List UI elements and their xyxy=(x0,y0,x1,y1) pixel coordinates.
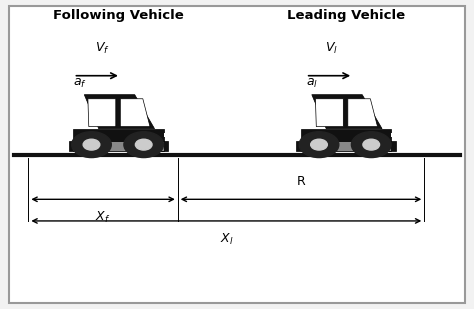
Circle shape xyxy=(299,132,339,158)
Text: Leading Vehicle: Leading Vehicle xyxy=(287,9,405,22)
Polygon shape xyxy=(153,141,168,151)
Polygon shape xyxy=(391,133,395,137)
Circle shape xyxy=(351,132,391,158)
Polygon shape xyxy=(88,99,116,127)
Polygon shape xyxy=(312,95,382,129)
Polygon shape xyxy=(84,95,155,129)
Text: Following Vehicle: Following Vehicle xyxy=(53,9,184,22)
Text: $a_l$: $a_l$ xyxy=(306,77,318,90)
Circle shape xyxy=(310,139,328,150)
Text: $V_l$: $V_l$ xyxy=(325,40,337,56)
Polygon shape xyxy=(315,99,343,127)
Circle shape xyxy=(72,132,111,158)
Circle shape xyxy=(136,139,152,150)
Text: $a_f$: $a_f$ xyxy=(73,77,87,90)
Circle shape xyxy=(363,139,380,150)
Polygon shape xyxy=(73,129,164,151)
Circle shape xyxy=(83,139,100,150)
Polygon shape xyxy=(120,99,150,127)
Circle shape xyxy=(124,132,164,158)
Polygon shape xyxy=(164,133,168,137)
Text: $V_f$: $V_f$ xyxy=(95,40,109,56)
Polygon shape xyxy=(380,141,395,151)
Polygon shape xyxy=(301,129,391,151)
Polygon shape xyxy=(296,141,312,151)
Text: $X_l$: $X_l$ xyxy=(219,232,233,247)
Polygon shape xyxy=(69,141,84,151)
Polygon shape xyxy=(301,142,391,151)
Text: $X_f$: $X_f$ xyxy=(95,210,111,225)
Text: R: R xyxy=(297,176,305,188)
Polygon shape xyxy=(348,99,377,127)
Polygon shape xyxy=(73,142,164,151)
